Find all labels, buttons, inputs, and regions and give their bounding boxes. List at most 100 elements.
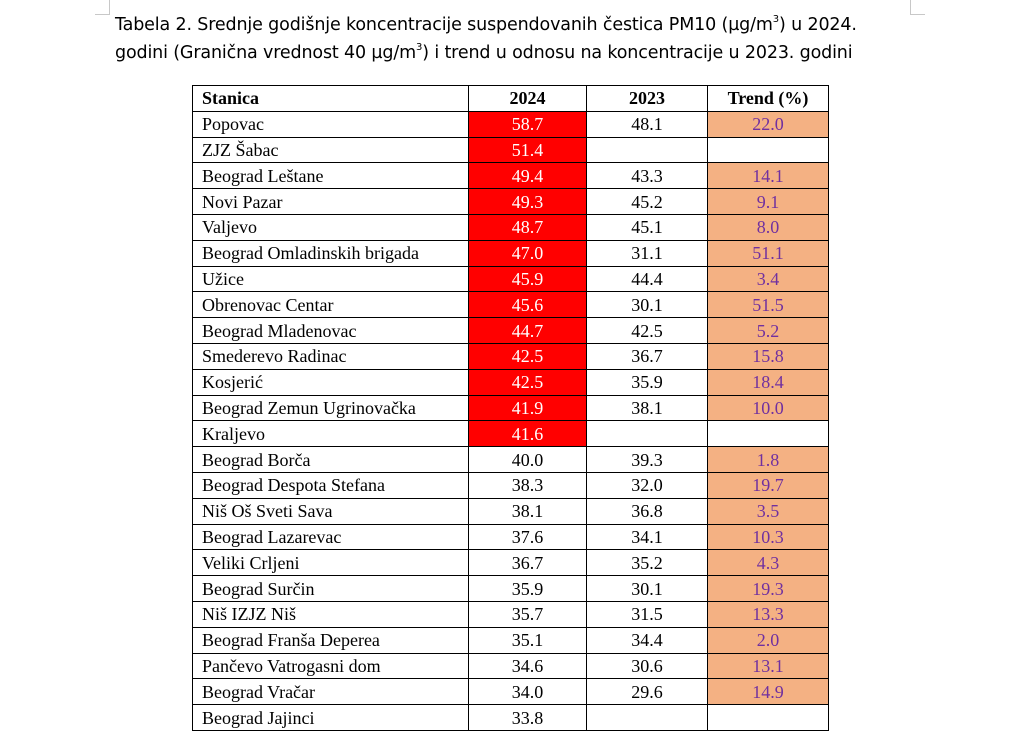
station-cell: Veliki Crljeni	[192, 549, 469, 577]
value-2023-cell: 45.1	[586, 213, 708, 241]
trend-cell: 14.9	[707, 678, 829, 706]
value-2023-cell: 35.2	[586, 549, 708, 577]
station-cell: ZJZ Šabac	[192, 136, 469, 164]
value-2023-cell: 43.3	[586, 162, 708, 190]
caption-line-1-end: ) u 2024.	[779, 15, 857, 35]
station-cell: Beograd Vračar	[192, 678, 469, 706]
trend-cell: 14.1	[707, 162, 829, 190]
value-2024-cell: 34.0	[468, 678, 587, 706]
caption-superscript: 3	[416, 42, 423, 54]
value-2024-cell: 42.5	[468, 342, 587, 370]
page-corner-mark-right	[910, 0, 925, 15]
page-corner-mark-left	[95, 0, 110, 15]
table-row: Beograd Leštane 49.4 43.3 14.1	[192, 162, 829, 190]
value-2024-cell: 44.7	[468, 317, 587, 344]
table-row: Beograd Mladenovac 44.7 42.5 5.2	[192, 317, 829, 344]
pm10-table: Stanica 2024 2023 Trend (%) Popovac 58.7 4…	[192, 85, 829, 731]
value-2024-cell: 36.7	[468, 549, 587, 577]
station-cell: Užice	[192, 265, 469, 293]
table-row: Veliki Crljeni 36.7 35.2 4.3	[192, 549, 829, 577]
value-2023-cell: 34.4	[586, 626, 708, 654]
table-row: Niš IZJZ Niš 35.7 31.5 13.3	[192, 600, 829, 628]
trend-cell: 18.4	[707, 368, 829, 396]
value-2024-cell: 37.6	[468, 523, 587, 551]
station-cell: Valjevo	[192, 213, 469, 241]
value-2023-cell	[586, 704, 708, 731]
value-2024-cell: 45.9	[468, 265, 587, 293]
value-2023-cell: 48.1	[586, 110, 708, 138]
value-2024-cell: 38.1	[468, 497, 587, 525]
station-cell: Beograd Leštane	[192, 162, 469, 190]
value-2023-cell	[586, 136, 708, 164]
trend-cell: 19.3	[707, 575, 829, 602]
station-cell: Beograd Borča	[192, 446, 469, 473]
trend-cell	[707, 136, 829, 164]
trend-cell: 10.3	[707, 523, 829, 551]
table-header-row: Stanica 2024 2023 Trend (%)	[192, 85, 829, 112]
station-cell: Kosjerić	[192, 368, 469, 396]
table-row: Smederevo Radinac 42.5 36.7 15.8	[192, 342, 829, 370]
table-row: Obrenovac Centar 45.6 30.1 51.5	[192, 291, 829, 319]
station-cell: Beograd Lazarevac	[192, 523, 469, 551]
station-cell: Beograd Surčin	[192, 575, 469, 602]
station-cell: Popovac	[192, 110, 469, 138]
station-cell: Kraljevo	[192, 420, 469, 448]
station-cell: Beograd Omladinskih brigada	[192, 239, 469, 267]
value-2024-cell: 45.6	[468, 291, 587, 319]
trend-cell: 15.8	[707, 342, 829, 370]
value-2023-cell: 38.1	[586, 394, 708, 422]
caption-line-1: Tabela 2. Srednje godišnje koncentracije…	[115, 11, 915, 39]
value-2023-cell: 36.8	[586, 497, 708, 525]
station-cell: Pančevo Vatrogasni dom	[192, 652, 469, 680]
station-cell: Obrenovac Centar	[192, 291, 469, 319]
value-2024-cell: 48.7	[468, 213, 587, 241]
value-2023-cell: 31.1	[586, 239, 708, 267]
trend-cell: 1.8	[707, 446, 829, 473]
station-cell: Niš Oš Sveti Sava	[192, 497, 469, 525]
trend-cell: 3.5	[707, 497, 829, 525]
table-row: ZJZ Šabac 51.4	[192, 136, 829, 164]
table-row: Kraljevo 41.6	[192, 420, 829, 448]
station-cell: Beograd Zemun Ugrinovačka	[192, 394, 469, 422]
caption-line-2-text: godini (Granična vrednost 40 µg/m	[115, 43, 417, 63]
value-2024-cell: 58.7	[468, 110, 587, 138]
trend-cell: 5.2	[707, 317, 829, 344]
table-row: Kosjerić 42.5 35.9 18.4	[192, 368, 829, 396]
trend-cell	[707, 420, 829, 448]
value-2023-cell: 29.6	[586, 678, 708, 706]
value-2024-cell: 38.3	[468, 471, 587, 499]
table-row: Novi Pazar 49.3 45.2 9.1	[192, 188, 829, 215]
value-2024-cell: 41.6	[468, 420, 587, 448]
station-cell: Beograd Jajinci	[192, 704, 469, 731]
header-2024: 2024	[468, 85, 587, 112]
station-cell: Niš IZJZ Niš	[192, 600, 469, 628]
trend-cell	[707, 704, 829, 731]
station-cell: Smederevo Radinac	[192, 342, 469, 370]
table-caption: Tabela 2. Srednje godišnje koncentracije…	[115, 11, 915, 67]
value-2023-cell	[586, 420, 708, 448]
table-body: Popovac 58.7 48.1 22.0 ZJZ Šabac 51.4 Beograd …	[192, 110, 829, 731]
table-row: Pančevo Vatrogasni dom 34.6 30.6 13.1	[192, 652, 829, 680]
trend-cell: 13.1	[707, 652, 829, 680]
trend-cell: 51.5	[707, 291, 829, 319]
table-row: Beograd Franša Deperea 35.1 34.4 2.0	[192, 626, 829, 654]
caption-superscript: 3	[772, 14, 780, 26]
table-row: Popovac 58.7 48.1 22.0	[192, 110, 829, 138]
value-2024-cell: 35.9	[468, 575, 587, 602]
station-cell: Novi Pazar	[192, 188, 469, 215]
value-2024-cell: 33.8	[468, 704, 587, 731]
value-2023-cell: 30.6	[586, 652, 708, 680]
value-2024-cell: 51.4	[468, 136, 587, 164]
trend-cell: 22.0	[707, 110, 829, 138]
value-2023-cell: 42.5	[586, 317, 708, 344]
value-2024-cell: 42.5	[468, 368, 587, 396]
table-row: Beograd Omladinskih brigada 47.0 31.1 51.1	[192, 239, 829, 267]
value-2024-cell: 35.7	[468, 600, 587, 628]
station-cell: Beograd Despota Stefana	[192, 471, 469, 499]
value-2023-cell: 30.1	[586, 575, 708, 602]
table-row: Užice 45.9 44.4 3.4	[192, 265, 829, 293]
value-2024-cell: 35.1	[468, 626, 587, 654]
table-row: Beograd Borča 40.0 39.3 1.8	[192, 446, 829, 473]
trend-cell: 19.7	[707, 471, 829, 499]
trend-cell: 3.4	[707, 265, 829, 293]
